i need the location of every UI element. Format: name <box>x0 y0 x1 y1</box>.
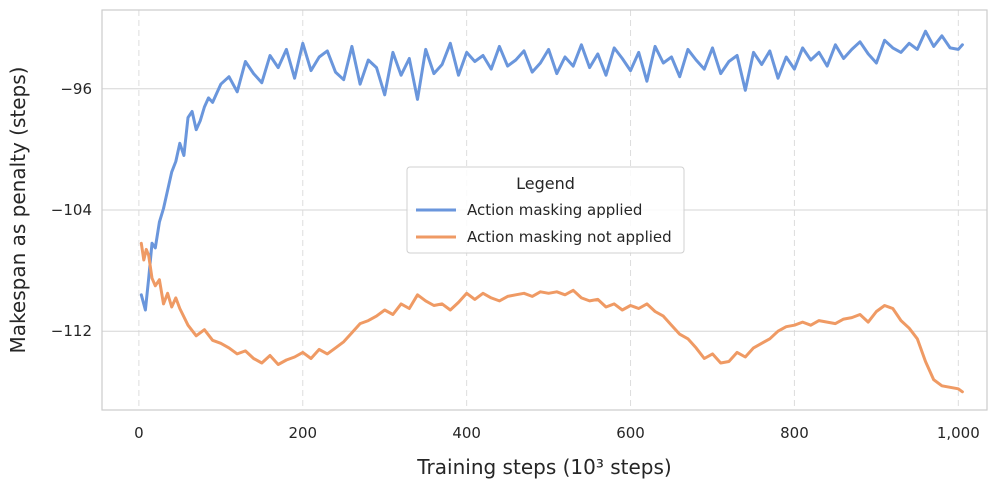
plot-area <box>101 9 988 411</box>
y-tick-label: −104 <box>51 201 92 219</box>
x-tick-label: 400 <box>452 424 481 442</box>
y-axis-label: Makespan as penalty (steps) <box>6 67 30 354</box>
y-tick-label: −96 <box>60 80 92 98</box>
legend-label-action-masking-not-applied: Action masking not applied <box>467 228 672 246</box>
x-axis-label: Training steps (10³ steps) <box>416 455 671 479</box>
x-tick-label: 200 <box>288 424 317 442</box>
tick-labels: 0 200 400 600 800 1,000 −96 −104 −112 <box>51 80 980 442</box>
legend-box <box>406 166 685 254</box>
x-tick-label: 1,000 <box>937 424 980 442</box>
x-tick-label: 600 <box>616 424 645 442</box>
legend-label-action-masking-applied: Action masking applied <box>467 201 642 219</box>
series-line-action-masking-not-applied <box>139 241 964 394</box>
series-line-action-masking-applied <box>139 29 964 312</box>
series-layer <box>139 29 964 394</box>
y-tick-label: −112 <box>51 322 92 340</box>
x-tick-label: 0 <box>134 424 144 442</box>
legend: Legend Action masking applied Action mas… <box>406 166 685 254</box>
legend-title: Legend <box>516 174 575 193</box>
x-tick-label: 800 <box>780 424 809 442</box>
